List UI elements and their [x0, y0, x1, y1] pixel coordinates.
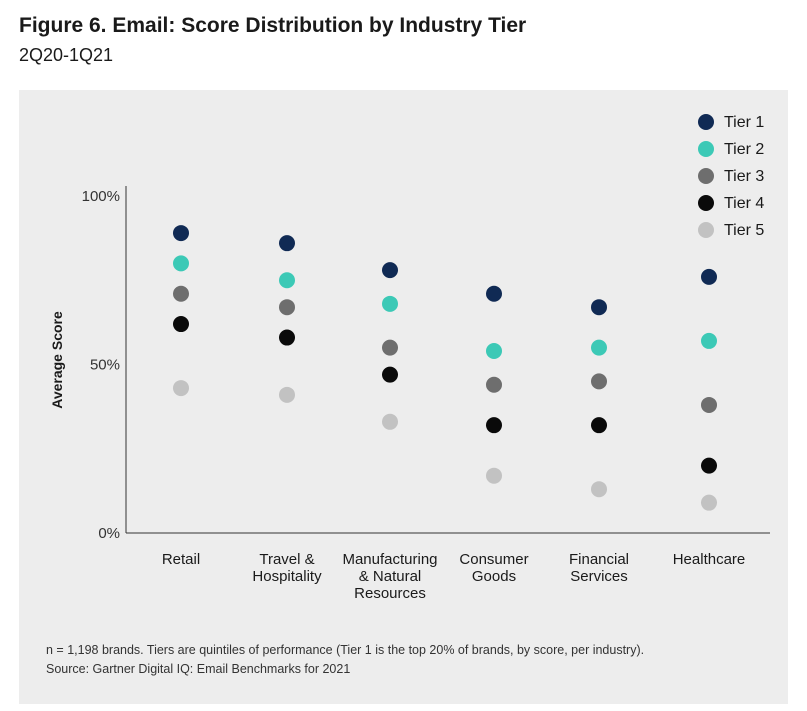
legend-label: Tier 4 [724, 195, 764, 212]
data-point [279, 235, 295, 252]
x-tick-label: Consumer Goods [459, 551, 528, 585]
x-tick-label: Healthcare [673, 551, 746, 568]
data-point [173, 380, 189, 397]
data-point [591, 299, 607, 316]
data-point [591, 417, 607, 434]
legend-marker [698, 168, 714, 184]
legend-label: Tier 1 [724, 114, 764, 131]
data-point [701, 457, 717, 474]
data-point [173, 285, 189, 302]
data-point [701, 332, 717, 349]
data-point [701, 268, 717, 285]
source-note: Source: Gartner Digital IQ: Email Benchm… [46, 662, 351, 676]
chart-title: Figure 6. Email: Score Distribution by I… [19, 14, 527, 37]
data-point [486, 417, 502, 434]
chart-panel [19, 90, 788, 704]
data-point [279, 299, 295, 316]
data-point [701, 396, 717, 413]
legend-label: Tier 5 [724, 222, 764, 239]
data-point [486, 285, 502, 302]
data-point [591, 481, 607, 498]
data-point [591, 339, 607, 356]
legend-label: Tier 3 [724, 168, 764, 185]
data-point [382, 339, 398, 356]
legend-label: Tier 2 [724, 141, 764, 158]
x-tick-label: Retail [162, 551, 200, 568]
data-point [279, 329, 295, 346]
x-tick-label: Financial Services [569, 551, 629, 585]
legend-marker [698, 222, 714, 238]
legend-marker [698, 195, 714, 211]
x-tick-label: Travel & Hospitality [252, 551, 322, 585]
y-axis-label: Average Score [49, 311, 65, 409]
data-point [486, 343, 502, 360]
data-point [382, 366, 398, 383]
data-point [486, 376, 502, 393]
data-point [486, 467, 502, 484]
y-tick-label: 100% [82, 188, 120, 205]
chart-subtitle: 2Q20-1Q21 [19, 45, 114, 65]
data-point [382, 413, 398, 430]
data-point [279, 272, 295, 289]
footnote: n = 1,198 brands. Tiers are quintiles of… [46, 643, 645, 657]
legend-marker [698, 141, 714, 157]
data-point [591, 373, 607, 390]
data-point [701, 494, 717, 511]
data-point [382, 262, 398, 279]
data-point [173, 316, 189, 333]
data-point [173, 225, 189, 242]
data-point [382, 295, 398, 312]
legend-marker [698, 114, 714, 130]
data-point [279, 386, 295, 403]
x-tick-label: Manufacturing & Natural Resources [342, 551, 437, 602]
y-tick-label: 0% [98, 525, 120, 542]
y-tick-label: 50% [90, 357, 120, 374]
data-point [173, 255, 189, 272]
